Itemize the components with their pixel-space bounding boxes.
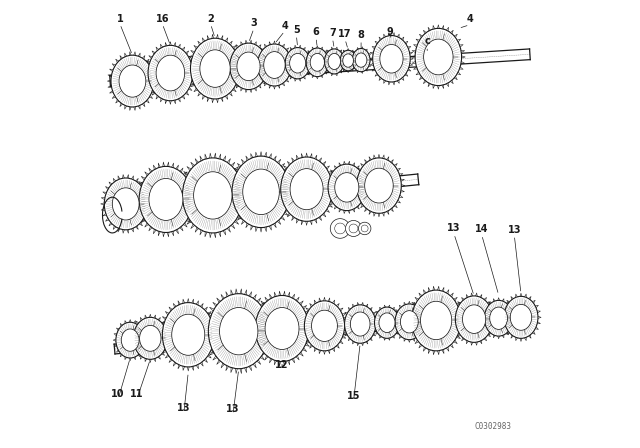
Ellipse shape	[194, 172, 232, 219]
Ellipse shape	[172, 314, 205, 355]
Ellipse shape	[113, 188, 139, 220]
Ellipse shape	[156, 55, 185, 91]
Text: 13: 13	[508, 225, 521, 235]
Ellipse shape	[237, 52, 260, 81]
Circle shape	[330, 219, 350, 238]
Text: 7: 7	[329, 28, 336, 38]
Ellipse shape	[230, 43, 268, 90]
Text: 6: 6	[312, 27, 319, 37]
Polygon shape	[109, 174, 419, 216]
Ellipse shape	[344, 305, 376, 343]
Text: 11: 11	[130, 389, 143, 399]
Ellipse shape	[455, 296, 493, 342]
Ellipse shape	[111, 55, 154, 107]
Ellipse shape	[121, 329, 139, 351]
Text: 16: 16	[156, 13, 169, 24]
Circle shape	[346, 220, 362, 237]
Ellipse shape	[133, 317, 167, 359]
Ellipse shape	[356, 158, 401, 213]
Ellipse shape	[285, 47, 310, 79]
Ellipse shape	[365, 168, 393, 203]
Ellipse shape	[281, 157, 333, 221]
Text: 15: 15	[347, 391, 360, 401]
Ellipse shape	[265, 307, 299, 349]
Ellipse shape	[463, 305, 486, 333]
Ellipse shape	[306, 48, 328, 77]
Text: 13: 13	[177, 403, 191, 413]
Ellipse shape	[163, 302, 214, 367]
Ellipse shape	[182, 158, 243, 233]
Ellipse shape	[232, 156, 290, 228]
Ellipse shape	[335, 172, 359, 202]
Text: 13: 13	[447, 224, 461, 233]
Ellipse shape	[290, 168, 323, 210]
Ellipse shape	[504, 296, 538, 338]
Text: C0302983: C0302983	[474, 422, 511, 431]
Polygon shape	[114, 308, 531, 354]
Ellipse shape	[380, 44, 403, 73]
Ellipse shape	[395, 304, 424, 340]
Ellipse shape	[116, 322, 145, 358]
Ellipse shape	[119, 65, 146, 97]
Text: 9: 9	[387, 27, 394, 37]
Circle shape	[361, 225, 368, 232]
Ellipse shape	[305, 301, 344, 351]
Ellipse shape	[312, 310, 337, 341]
Ellipse shape	[379, 313, 395, 332]
Ellipse shape	[484, 300, 513, 336]
Text: 8: 8	[358, 30, 365, 39]
Polygon shape	[109, 49, 531, 86]
Text: 14: 14	[475, 224, 488, 234]
Ellipse shape	[510, 304, 532, 330]
Text: 3: 3	[250, 18, 257, 28]
Ellipse shape	[350, 312, 370, 336]
Ellipse shape	[139, 166, 193, 233]
Ellipse shape	[328, 164, 365, 211]
Circle shape	[358, 222, 371, 235]
Ellipse shape	[104, 178, 147, 230]
Text: 10: 10	[111, 389, 125, 399]
Ellipse shape	[401, 310, 419, 333]
Ellipse shape	[290, 53, 306, 73]
Ellipse shape	[424, 39, 453, 75]
Ellipse shape	[243, 169, 279, 215]
Ellipse shape	[140, 325, 161, 351]
Circle shape	[335, 223, 346, 234]
Ellipse shape	[352, 48, 370, 72]
Text: 1: 1	[116, 13, 124, 24]
Text: 2: 2	[207, 13, 214, 24]
Ellipse shape	[372, 35, 410, 82]
Ellipse shape	[149, 178, 183, 220]
Ellipse shape	[255, 296, 309, 362]
Text: 13: 13	[226, 405, 239, 414]
Ellipse shape	[200, 50, 230, 87]
Text: c: c	[424, 36, 430, 46]
Text: 5: 5	[293, 25, 300, 35]
Ellipse shape	[324, 49, 344, 74]
Ellipse shape	[420, 301, 452, 340]
Ellipse shape	[310, 53, 324, 71]
Ellipse shape	[412, 290, 461, 351]
Text: 12: 12	[275, 360, 289, 370]
Ellipse shape	[209, 294, 269, 369]
Ellipse shape	[343, 54, 353, 67]
Ellipse shape	[257, 44, 291, 86]
Text: 17: 17	[339, 29, 352, 39]
Ellipse shape	[220, 307, 258, 355]
Ellipse shape	[191, 38, 239, 99]
Ellipse shape	[374, 307, 399, 338]
Ellipse shape	[340, 50, 356, 71]
Ellipse shape	[264, 52, 285, 78]
Ellipse shape	[328, 53, 340, 69]
Ellipse shape	[415, 28, 461, 86]
Ellipse shape	[148, 45, 193, 101]
Text: 4: 4	[282, 21, 288, 31]
Circle shape	[349, 224, 358, 233]
Text: 4: 4	[466, 14, 473, 25]
Ellipse shape	[490, 307, 508, 329]
Ellipse shape	[355, 53, 367, 67]
